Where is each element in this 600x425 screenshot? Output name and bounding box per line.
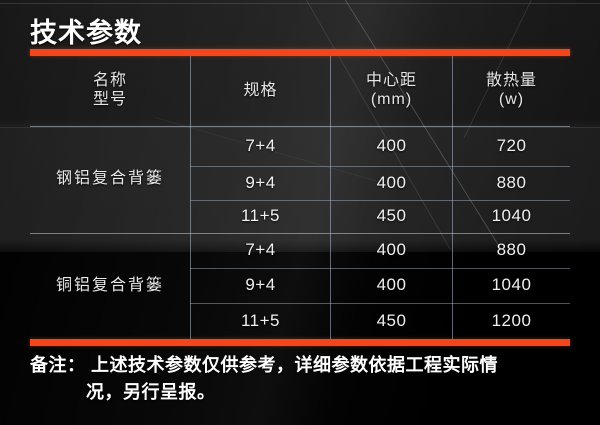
accent-bar-bottom	[30, 339, 570, 346]
table-group-rule	[30, 233, 570, 234]
header-center-line1: 中心距	[365, 72, 417, 90]
table-header-heat-output: 散热量 (w)	[453, 56, 570, 126]
table-cell-spec: 9+4	[245, 172, 276, 192]
table-cell-center: 400	[376, 240, 407, 260]
table-cell-spec: 11+5	[240, 206, 281, 226]
parameters-table: 名称 型号 规格 中心距 (mm) 散热量 (w) 钢铝复合背篓 7+4 400…	[0, 56, 600, 339]
table-header-center-distance: 中心距 (mm)	[331, 56, 452, 126]
table-cell-heat: 880	[496, 240, 527, 260]
header-name-line1: 名称	[92, 72, 127, 90]
table-row-rule-1	[190, 166, 570, 167]
page-title: 技术参数	[30, 18, 142, 48]
table-column-divider-1	[190, 56, 191, 339]
header-center-line2: (mm)	[370, 91, 413, 108]
table-cell-heat: 1040	[491, 206, 532, 226]
header-heat-line2: (w)	[498, 91, 525, 108]
footnote: 备注： 上述技术参数仅供参考，详细参数依据工程实际情 况，另行呈报。	[30, 352, 575, 407]
table-header-name-model: 名称 型号	[30, 56, 190, 126]
header-name-line2: 型号	[92, 91, 127, 108]
footnote-line-2: 况，另行呈报。	[86, 382, 216, 403]
table-cell-center: 400	[376, 275, 407, 295]
footnote-line-1: 备注： 上述技术参数仅供参考，详细参数依据工程实际情	[30, 355, 498, 375]
table-cell-spec: 11+5	[240, 310, 281, 330]
table-cell-center: 450	[376, 310, 407, 330]
table-cell-heat: 880	[496, 172, 527, 192]
table-row-rule-3	[190, 268, 570, 269]
table-cell-center: 400	[376, 135, 407, 155]
table-cell-heat: 720	[496, 135, 527, 155]
table-cell-heat: 1200	[491, 310, 532, 330]
table-cell-spec: 7+4	[245, 135, 276, 155]
table-column-divider-2	[330, 56, 331, 339]
table-cell-center: 400	[376, 172, 407, 192]
header-heat-line1: 散热量	[485, 72, 537, 90]
table-group-name-1: 钢铝复合背篓	[55, 170, 164, 188]
table-header-rule	[30, 126, 570, 127]
table-row-rule-2	[190, 200, 570, 201]
accent-bar-top	[30, 49, 570, 56]
table-cell-heat: 1040	[491, 275, 532, 295]
table-group-name-2: 铜铝复合背篓	[55, 276, 164, 294]
table-cell-center: 450	[376, 206, 407, 226]
table-row-rule-4	[190, 303, 570, 304]
table-header-spec: 规格	[191, 56, 330, 126]
table-cell-spec: 9+4	[245, 275, 276, 295]
table-cell-spec: 7+4	[245, 240, 276, 260]
header-spec-line1: 规格	[243, 81, 278, 99]
table-column-divider-3	[452, 56, 453, 339]
